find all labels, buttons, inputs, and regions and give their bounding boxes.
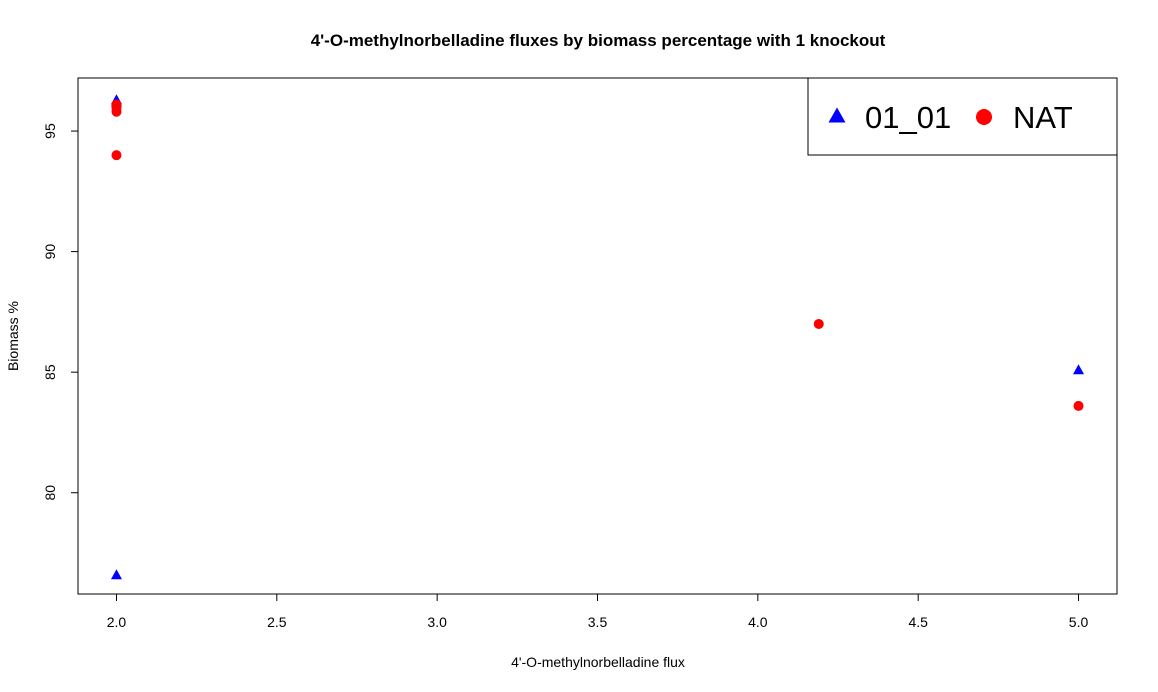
x-tick-label: 3.5 — [588, 614, 608, 630]
y-tick-label: 90 — [42, 244, 58, 260]
legend: 01_01 NAT — [807, 77, 1118, 156]
legend-circle-marker — [976, 109, 992, 125]
x-tick-label: 4.5 — [908, 614, 928, 630]
data-points — [110, 94, 1085, 580]
y-axis: 80 85 90 95 — [42, 123, 79, 501]
x-axis-label: 4'-O-methylnorbelladine flux — [511, 654, 685, 670]
x-tick-label: 2.5 — [267, 614, 287, 630]
data-point-circle — [813, 318, 824, 329]
data-point-triangle — [110, 569, 122, 580]
data-point-triangle — [1073, 364, 1085, 375]
data-point-circle — [1073, 400, 1084, 411]
x-tick-label: 4.0 — [748, 614, 768, 630]
y-tick-label: 85 — [42, 364, 58, 380]
data-point-circle — [111, 106, 122, 117]
x-tick-label: 5.0 — [1069, 614, 1089, 630]
data-point-circle — [111, 150, 122, 161]
legend-box — [807, 77, 1118, 156]
y-axis-label: Biomass % — [5, 301, 21, 371]
x-axis: 2.0 2.5 3.0 3.5 4.0 4.5 5.0 — [107, 593, 1089, 630]
legend-triangle-marker — [828, 107, 846, 123]
legend-label-nat: NAT — [1013, 100, 1073, 135]
y-tick-label: 95 — [42, 123, 58, 139]
y-tick-label: 80 — [42, 485, 58, 501]
legend-label-01_01: 01_01 — [865, 100, 951, 135]
x-tick-label: 2.0 — [107, 614, 127, 630]
x-tick-label: 3.0 — [427, 614, 447, 630]
chart-title: 4'-O-methylnorbelladine fluxes by biomas… — [311, 31, 886, 50]
